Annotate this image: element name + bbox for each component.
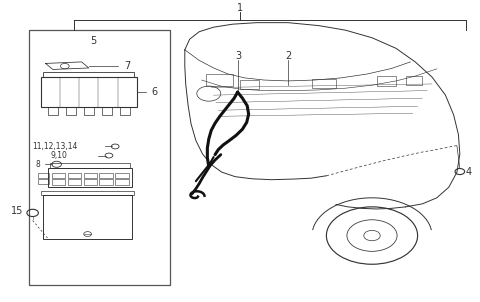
Bar bbox=[312, 79, 336, 88]
Text: 7: 7 bbox=[124, 61, 130, 71]
Bar bbox=[377, 76, 396, 86]
Text: 6: 6 bbox=[151, 87, 157, 97]
Bar bbox=[29, 30, 170, 285]
Bar bbox=[84, 179, 97, 185]
Bar bbox=[99, 179, 113, 185]
Bar bbox=[84, 107, 94, 115]
Bar bbox=[406, 76, 422, 85]
Bar bbox=[206, 74, 233, 86]
Bar bbox=[52, 179, 65, 185]
Bar bbox=[68, 173, 81, 178]
Bar bbox=[41, 191, 134, 195]
Bar bbox=[102, 107, 111, 115]
Bar bbox=[115, 173, 129, 178]
Text: 2: 2 bbox=[285, 51, 291, 61]
Bar bbox=[66, 107, 75, 115]
Bar bbox=[120, 107, 130, 115]
Bar bbox=[50, 163, 130, 168]
Text: 11,12,13,14: 11,12,13,14 bbox=[33, 142, 78, 151]
Bar bbox=[43, 195, 132, 239]
Bar bbox=[240, 80, 259, 89]
Text: 8: 8 bbox=[36, 160, 41, 169]
Bar bbox=[43, 72, 134, 77]
Bar bbox=[38, 179, 49, 184]
Bar bbox=[48, 168, 132, 187]
Text: 9,10: 9,10 bbox=[50, 151, 67, 160]
Bar bbox=[68, 179, 81, 185]
Bar bbox=[99, 173, 113, 178]
Text: 5: 5 bbox=[90, 36, 97, 46]
Text: 15: 15 bbox=[11, 206, 23, 217]
Bar bbox=[41, 77, 137, 107]
Bar bbox=[52, 173, 65, 178]
Bar bbox=[38, 173, 49, 178]
Bar bbox=[48, 107, 58, 115]
Bar bbox=[84, 173, 97, 178]
Text: 1: 1 bbox=[237, 2, 243, 13]
Text: 4: 4 bbox=[466, 166, 472, 177]
Bar bbox=[115, 179, 129, 185]
Text: 3: 3 bbox=[235, 51, 241, 61]
